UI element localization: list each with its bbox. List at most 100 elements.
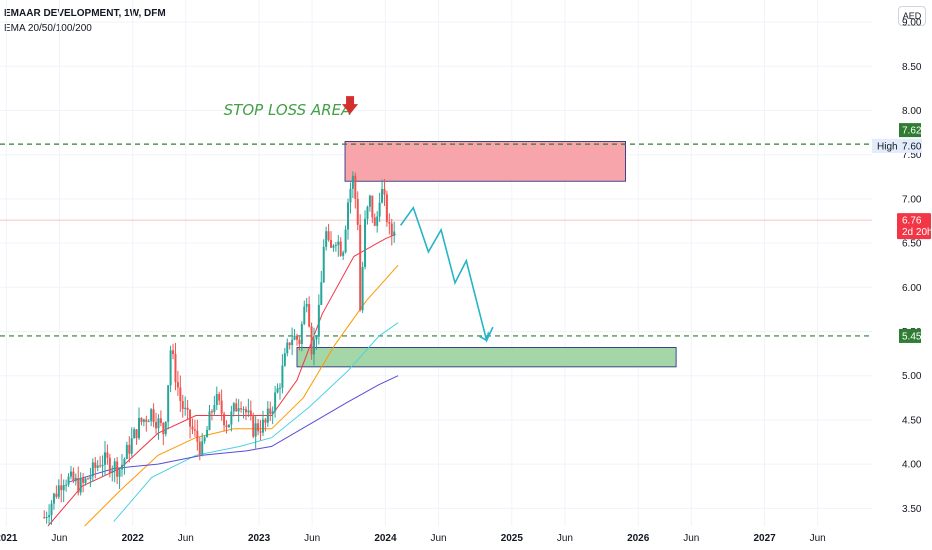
candle-body	[50, 503, 53, 516]
x-tick-label: Jun	[51, 533, 67, 544]
candle-body	[48, 515, 51, 518]
candle-body	[45, 517, 48, 519]
stop-zone	[344, 141, 626, 182]
candle-body	[276, 388, 279, 393]
candle-body	[72, 471, 75, 482]
candle-body	[145, 419, 148, 422]
candle-body	[337, 241, 340, 246]
candle-body	[244, 409, 247, 413]
high-label-bg	[872, 138, 898, 153]
candle-body	[82, 478, 85, 483]
ema-lines	[47, 233, 399, 527]
candle-body	[69, 471, 72, 477]
y-tick-label: 9.00	[902, 18, 922, 29]
y-tick-label: 6.00	[902, 283, 922, 294]
candle-body	[215, 393, 218, 406]
y-axis: 3.504.004.505.005.506.006.507.007.508.00…	[902, 18, 922, 515]
candle-body	[135, 429, 138, 439]
candle-body	[298, 339, 301, 345]
candle-body	[325, 231, 328, 247]
candle-body	[240, 408, 243, 410]
candle-body	[181, 401, 184, 409]
candle-body	[242, 409, 245, 411]
candle-body	[118, 469, 121, 477]
candle-body	[101, 464, 104, 467]
candle-body	[354, 175, 357, 199]
candle-body	[278, 387, 281, 389]
candle-body	[96, 465, 99, 468]
candle-body	[385, 194, 388, 222]
candle-body	[249, 410, 252, 416]
candle-body	[283, 353, 286, 366]
candle-body	[342, 252, 345, 256]
candle-body	[351, 175, 354, 189]
candle-body	[179, 387, 182, 402]
high-value-bg	[898, 138, 922, 153]
candle-body	[99, 465, 102, 467]
projection-line	[399, 205, 494, 343]
y-tick-label: 5.00	[902, 371, 922, 382]
candle-body	[237, 408, 240, 412]
candle-body	[332, 245, 335, 248]
candle-body	[116, 461, 119, 477]
candle-body	[206, 429, 209, 438]
ema-line	[47, 233, 396, 527]
x-tick-label: Jun	[178, 533, 194, 544]
candle-body	[184, 407, 187, 409]
candle-body	[203, 437, 206, 442]
candle-body	[152, 409, 155, 423]
candle-body	[157, 418, 160, 429]
candle-body	[281, 365, 284, 388]
candle-body	[356, 198, 359, 225]
x-tick-label: Jun	[557, 533, 573, 544]
stop-loss-annotation: STOP LOSS AREA	[224, 101, 352, 119]
candle-body	[57, 485, 60, 497]
candle-body	[232, 403, 235, 412]
price-candles	[43, 171, 396, 525]
x-axis: 2021 Jun 2022 Jun 2023 Jun 2024 Jun 2025 Jun 2026 J…	[0, 533, 826, 544]
candle-body	[164, 421, 167, 435]
candle-body	[74, 477, 77, 482]
candle-body	[288, 342, 291, 345]
candle-body	[269, 408, 272, 414]
candle-body	[378, 202, 381, 217]
candle-body	[128, 444, 131, 454]
candle-body	[373, 217, 376, 226]
x-tick-label: 2022	[122, 533, 145, 544]
candle-body	[174, 354, 177, 383]
projection-arrowhead	[479, 332, 490, 342]
candle-body	[113, 461, 116, 471]
y-tick-label: 4.00	[902, 460, 922, 471]
candle-body	[266, 408, 269, 423]
support-label-bg	[899, 328, 921, 343]
ema-line	[84, 264, 399, 527]
candle-body	[347, 202, 350, 230]
resistance-label-bg	[899, 123, 921, 138]
candle-body	[86, 478, 89, 480]
candle-body	[169, 350, 172, 386]
countdown-label: 2d 20h	[902, 227, 932, 238]
candle-body	[300, 324, 303, 345]
candle-body	[89, 476, 92, 480]
candle-body	[388, 221, 391, 224]
candle-body	[322, 246, 325, 283]
candle-body	[111, 470, 114, 474]
candle-body	[225, 425, 228, 428]
candle-body	[254, 423, 257, 437]
candle-body	[230, 411, 233, 425]
y-tick-label: 4.50	[902, 415, 922, 426]
ema-line	[69, 375, 399, 483]
candle-body	[65, 484, 68, 486]
candle-body	[271, 411, 274, 414]
candle-body	[176, 382, 179, 388]
candle-body	[349, 188, 352, 203]
currency-button[interactable]: AED	[898, 6, 926, 26]
y-tick-label: 3.50	[902, 504, 922, 515]
candle-body	[94, 462, 97, 468]
y-tick-label: 7.00	[902, 194, 922, 205]
x-tick-label: 2024	[374, 533, 397, 544]
candle-body	[103, 452, 106, 465]
candle-body	[106, 452, 109, 458]
